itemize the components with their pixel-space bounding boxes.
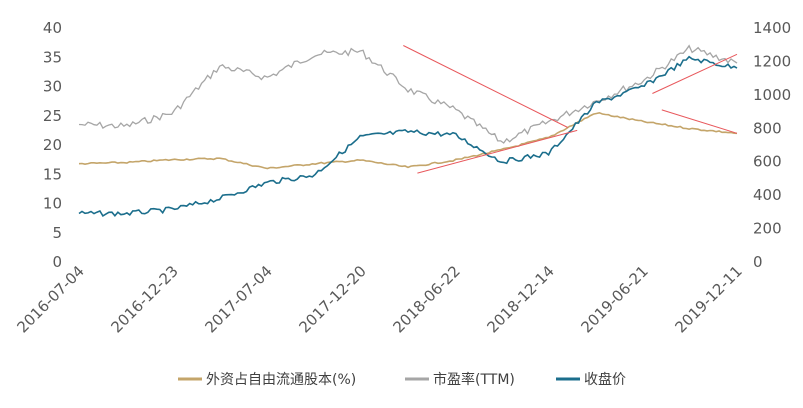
- legend-label-foreign-share: 外资占自由流通股本(%): [206, 372, 356, 388]
- x-tick-2016-12-23: 2016-12-23: [107, 262, 181, 336]
- right-tick-200: 200: [753, 220, 782, 238]
- x-tick-2019-12-11: 2019-12-11: [671, 262, 745, 336]
- series-line-foreign-share: [78, 111, 738, 170]
- left-tick-35: 35: [43, 48, 62, 66]
- left-tick-25: 25: [43, 107, 62, 125]
- left-tick-15: 15: [43, 165, 62, 183]
- series-line-pe-ttm: [78, 44, 738, 144]
- left-tick-20: 20: [43, 136, 62, 154]
- trend-line-2: [417, 129, 578, 174]
- legend: 外资占自由流通股本(%) 市盈率(TTM) 收盘价: [178, 371, 626, 388]
- right-tick-1000: 1000: [753, 86, 791, 104]
- left-tick-5: 5: [52, 224, 62, 242]
- right-tick-1400: 1400: [753, 19, 791, 37]
- legend-label-close-price: 收盘价: [584, 371, 626, 388]
- series-layer: [78, 44, 738, 218]
- right-tick-600: 600: [753, 153, 782, 171]
- x-tick-2018-12-14: 2018-12-14: [483, 262, 557, 336]
- trend-layer: [403, 45, 738, 174]
- x-axis: 2016-07-04 2016-12-23 2017-07-04 2017-12…: [13, 262, 745, 336]
- series-line-close-price: [78, 55, 738, 218]
- x-tick-2017-07-04: 2017-07-04: [201, 262, 275, 336]
- left-axis: 0 5 10 15 20 25 30 35 40: [43, 19, 62, 271]
- right-tick-0: 0: [753, 253, 763, 271]
- right-axis: 0 200 400 600 800 1000 1200 1400: [753, 19, 791, 271]
- left-tick-10: 10: [43, 195, 62, 213]
- legend-label-pe-ttm: 市盈率(TTM): [433, 371, 515, 388]
- x-tick-2017-12-20: 2017-12-20: [295, 262, 369, 336]
- x-tick-2016-07-04: 2016-07-04: [13, 262, 87, 336]
- right-tick-400: 400: [753, 186, 782, 204]
- left-tick-30: 30: [43, 78, 62, 96]
- left-tick-40: 40: [43, 19, 62, 37]
- left-tick-0: 0: [52, 253, 62, 271]
- trend-line-3: [652, 53, 738, 94]
- x-tick-2019-06-21: 2019-06-21: [577, 262, 651, 336]
- right-tick-800: 800: [753, 119, 782, 137]
- trend-line-1: [403, 45, 569, 128]
- trend-line-4: [661, 109, 738, 134]
- x-tick-2018-06-22: 2018-06-22: [389, 262, 463, 336]
- right-tick-1200: 1200: [753, 52, 791, 70]
